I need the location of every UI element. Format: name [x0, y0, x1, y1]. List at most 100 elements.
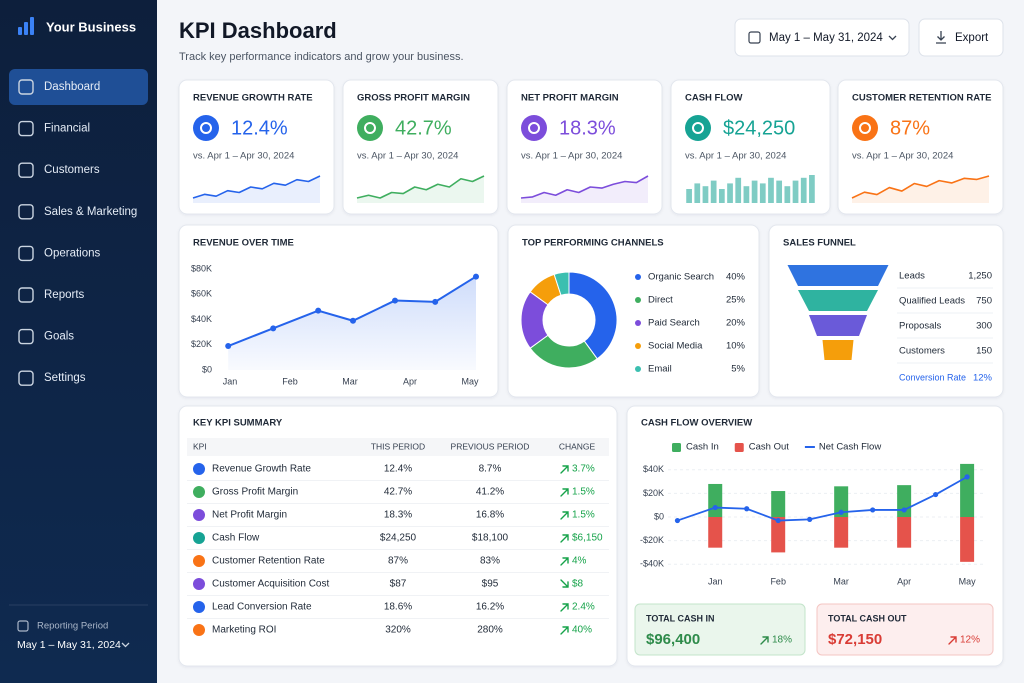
previous-period: 280%: [477, 625, 503, 636]
spark-bar: [718, 189, 725, 203]
change-arrow: [560, 465, 569, 474]
total-value: $96,400: [646, 631, 700, 648]
y-tick-label: $80K: [191, 263, 212, 273]
this-period: 12.4%: [384, 464, 412, 475]
spark-bar: [751, 180, 758, 203]
nav-icon: [18, 79, 34, 95]
nav-item[interactable]: Sales & Marketing: [18, 204, 137, 220]
legend-label: Direct: [648, 295, 673, 306]
nav-item[interactable]: Goals: [18, 328, 74, 345]
bar: [960, 517, 975, 562]
row-icon: [193, 532, 205, 544]
export-button[interactable]: Export: [918, 18, 1004, 57]
y-tick-label: -$20K: [640, 535, 664, 545]
chevron: [121, 642, 130, 648]
legend-value: 10%: [726, 341, 746, 352]
bar: [708, 483, 723, 517]
legend-swatch: [734, 443, 744, 452]
nav-label: Customers: [44, 164, 100, 176]
column-header: THIS PERIOD: [371, 441, 425, 451]
kpi-name: Gross Profit Margin: [212, 487, 298, 498]
previous-period: 41.2%: [476, 487, 504, 498]
y-tick-label: $20K: [191, 339, 212, 349]
change: 1.5%: [572, 487, 595, 498]
table-row: Lead Conversion Rate 18.6% 16.2% 2.4%: [187, 601, 609, 619]
x-tick-label: Mar: [833, 576, 849, 586]
page-subtitle: Track key performance indicators and gro…: [179, 51, 464, 63]
point: [744, 506, 750, 512]
total-box: TOTAL CASH OUT $72,150 12%: [816, 603, 994, 656]
kpi-title: GROSS PROFIT MARGIN: [357, 93, 470, 104]
card-title: KEY KPI SUMMARY: [193, 418, 283, 429]
nav-item[interactable]: Settings: [18, 370, 86, 386]
funnel-value: 1,250: [968, 271, 992, 282]
spark-area: [852, 176, 989, 203]
nav-label: Operations: [44, 247, 101, 259]
change: $6,150: [572, 533, 603, 544]
point: [933, 491, 939, 498]
spark-bar: [694, 183, 701, 203]
spark-area: [193, 176, 320, 203]
table-row: Customer Retention Rate 87% 83% 4%: [187, 555, 609, 573]
nav-label: Settings: [44, 372, 86, 384]
legend-value: 20%: [726, 318, 746, 329]
net-line: [677, 476, 968, 522]
download-icon: [936, 31, 946, 44]
legend-label: Cash Out: [749, 442, 789, 453]
x-tick-label: Jan: [223, 376, 238, 386]
kpi-value: 87%: [890, 117, 930, 139]
nav-item[interactable]: Customers: [18, 162, 100, 178]
row-icon: [193, 578, 205, 590]
nav-item[interactable]: Dashboard: [9, 69, 148, 105]
kpi-summary-card: KEY KPI SUMMARY KPI THIS PERIOD PREVIOUS PE…: [178, 405, 618, 667]
conversion-value: 12%: [973, 373, 993, 384]
change-arrow: [560, 603, 569, 612]
donut-slice: [553, 271, 570, 296]
kpi-comparison: vs. Apr 1 – Apr 30, 2024: [852, 151, 953, 162]
total-box: TOTAL CASH IN $96,400 18%: [634, 603, 806, 656]
kpi-icon-inner: [364, 122, 376, 134]
nav-active-bg: [9, 69, 148, 105]
card-bg: [837, 79, 1004, 215]
legend-dot: [635, 366, 641, 372]
kpi-name: Marketing ROI: [212, 625, 276, 636]
legend-label: Organic Search: [648, 272, 714, 283]
button-bg: [918, 18, 1004, 57]
card-bg: [670, 79, 831, 215]
spark-bar: [702, 186, 709, 203]
change-arrow: [560, 534, 569, 543]
spark-bar: [735, 177, 742, 203]
previous-period: 16.2%: [476, 602, 504, 613]
spark-bar: [686, 189, 692, 203]
date-range-button[interactable]: May 1 – May 31, 2024: [734, 18, 910, 57]
nav-item[interactable]: Reports: [18, 287, 85, 303]
change: $8: [572, 579, 584, 590]
card-bg: [178, 405, 618, 667]
card-title: SALES FUNNEL: [783, 238, 856, 249]
kpi-icon-inner: [200, 122, 212, 134]
point: [674, 517, 681, 524]
calendar-icon: [17, 620, 29, 632]
point: [964, 474, 970, 480]
kpi-icon: [852, 115, 878, 141]
y-tick-label: $40K: [643, 464, 664, 474]
legend-dot: [635, 274, 641, 280]
point: [807, 516, 813, 522]
nav-item[interactable]: Operations: [18, 245, 101, 262]
previous-period: 16.8%: [476, 510, 504, 521]
previous-period: 83%: [480, 556, 500, 567]
point: [473, 273, 479, 280]
kpi-card: CUSTOMER RETENTION RATE 87% vs. Apr 1 – Ap…: [837, 79, 1004, 215]
spark-bar: [784, 186, 791, 203]
nav-item[interactable]: Financial: [18, 120, 90, 137]
previous-period: 8.7%: [479, 464, 502, 475]
change: 3.7%: [572, 464, 595, 475]
nav-label: Financial: [44, 123, 90, 135]
nav-icon: [18, 162, 34, 178]
row-icon: [193, 555, 205, 567]
bar: [834, 486, 849, 517]
funnel-value: 300: [976, 321, 992, 332]
legend-dot: [635, 320, 641, 326]
page-title: KPI Dashboard: [179, 18, 337, 43]
table-row: Gross Profit Margin 42.7% 41.2% 1.5%: [187, 486, 609, 504]
